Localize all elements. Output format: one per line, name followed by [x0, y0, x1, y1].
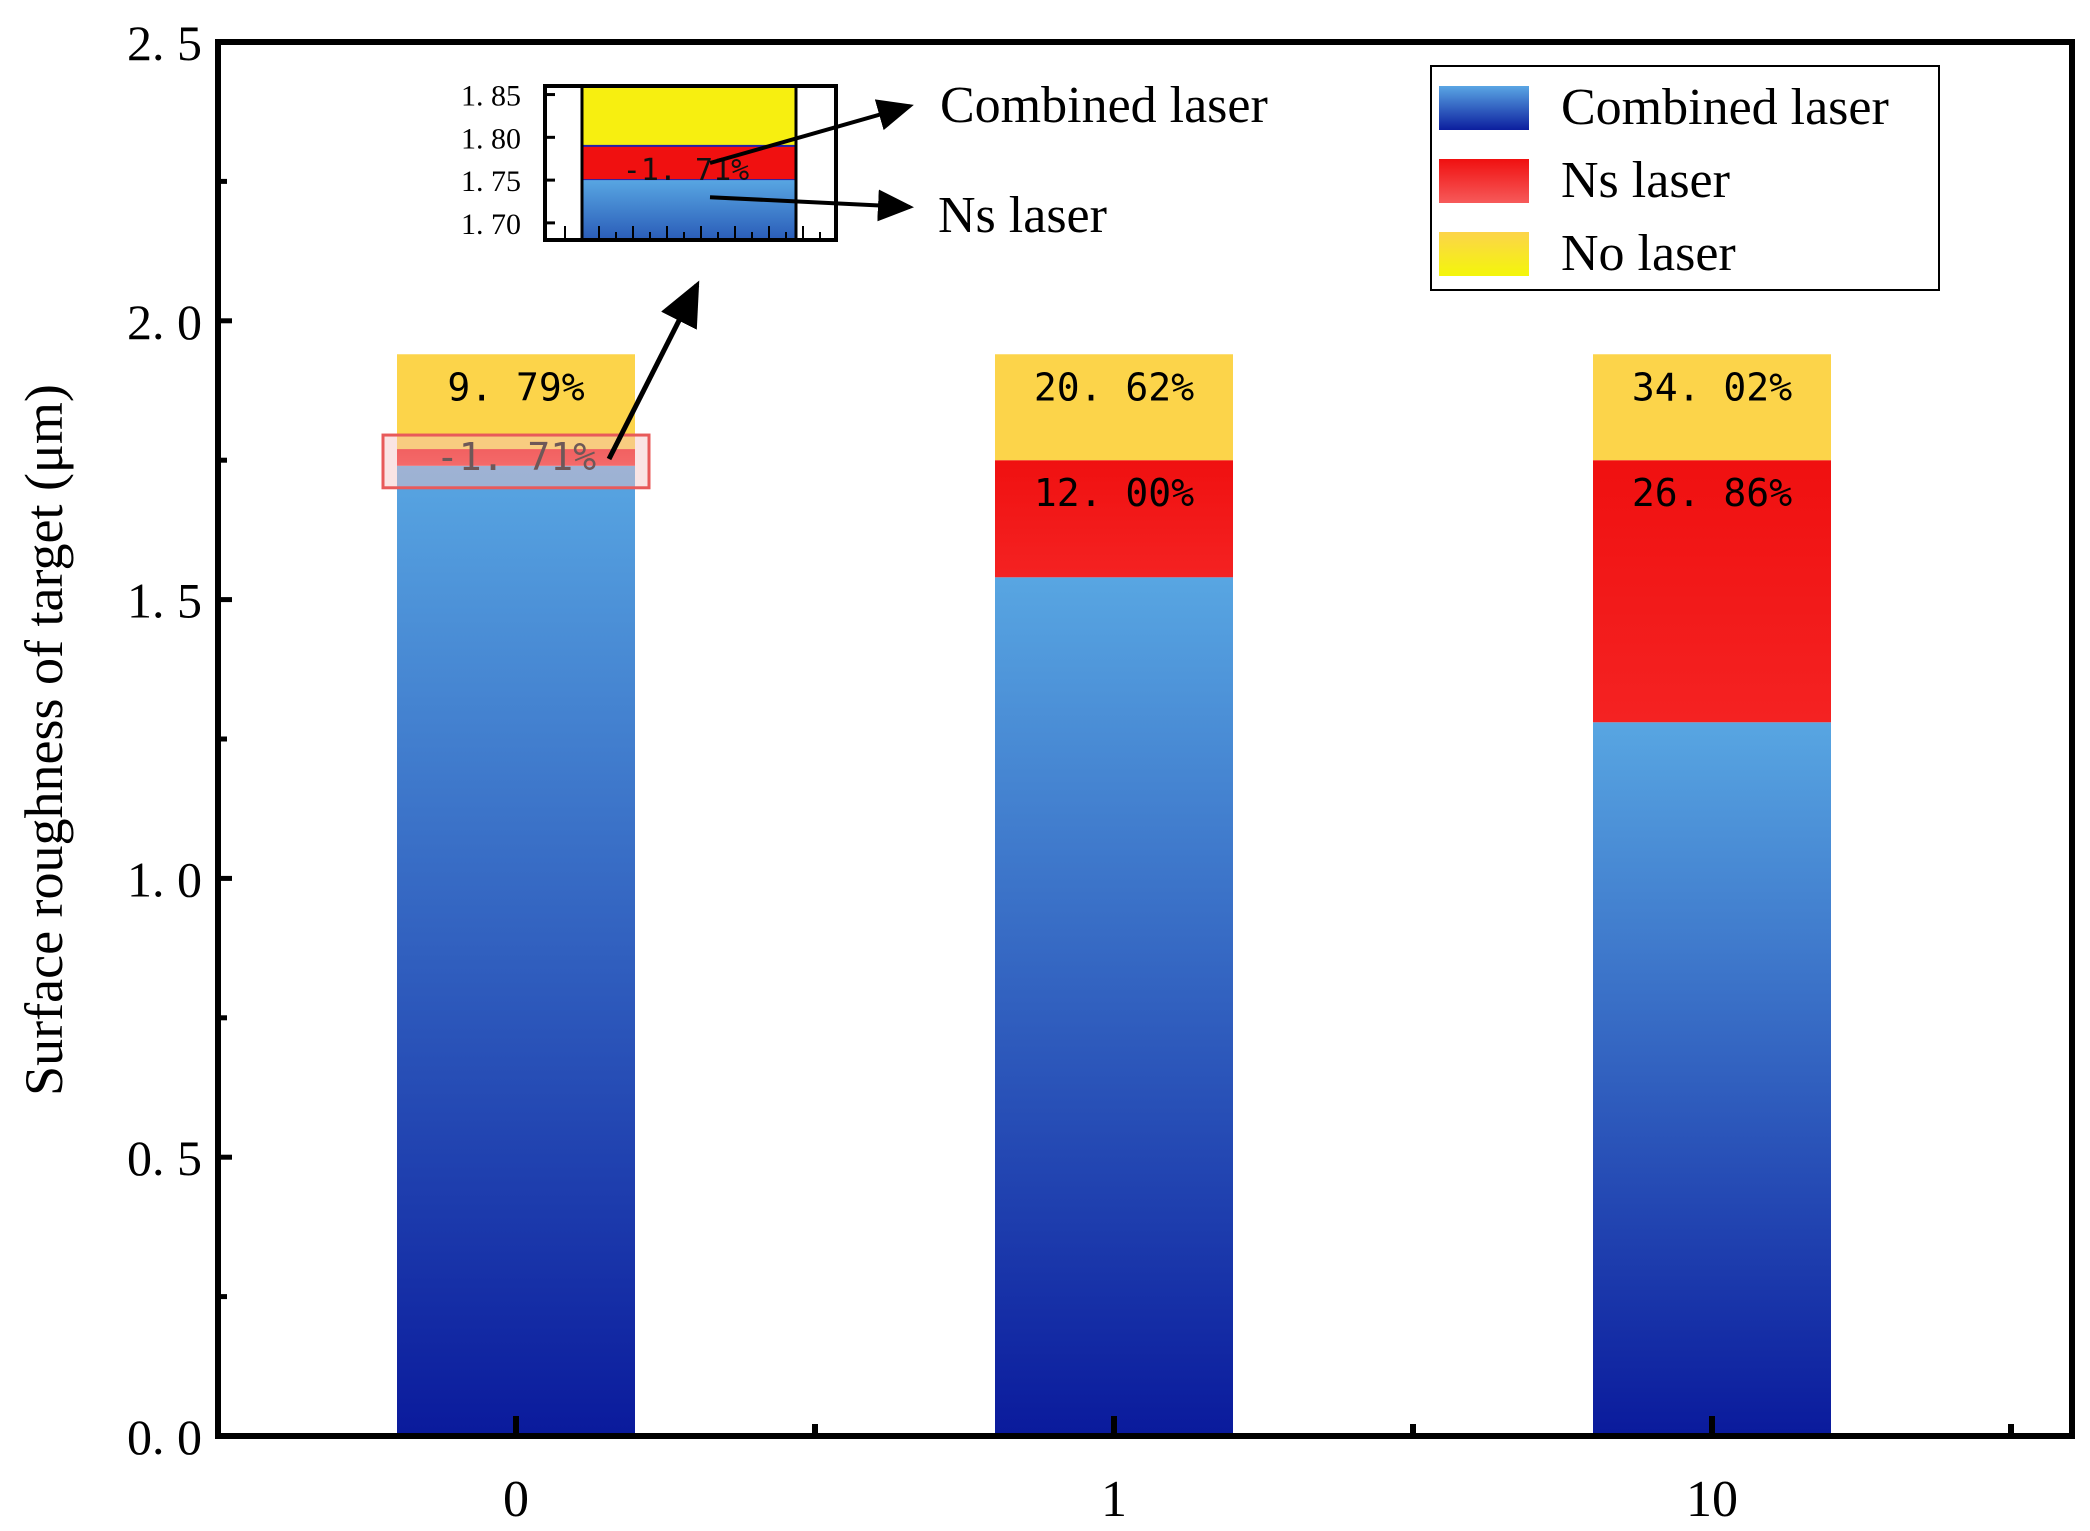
x-tick-label-1: 1	[1101, 1471, 1127, 1528]
legend-swatch-no-laser	[1439, 232, 1529, 276]
inset-y-tick-label-0: 1. 70	[461, 208, 521, 241]
x-tick-label-0: 0	[503, 1471, 529, 1528]
bar-ns-laser-0	[397, 449, 635, 466]
bar-no-laser-1	[995, 354, 1233, 461]
inset-zoom-panel: 1. 701. 751. 801. 85-1. 71%Combined lase…	[461, 77, 1268, 461]
label-no-laser-1: 20. 62%	[1034, 365, 1194, 409]
inset-y-tick-label-3: 1. 85	[461, 80, 521, 113]
zoom-highlight-box	[381, 433, 651, 490]
y-tick-label-1: 0. 5	[127, 1130, 202, 1186]
callout-ns-laser: Ns laser	[938, 187, 1107, 244]
y-tick-label-4: 2. 0	[127, 294, 202, 350]
x-axis: 0 1 10	[503, 1416, 2014, 1528]
y-tick-label-0: 0. 0	[127, 1409, 202, 1465]
y-axis: 0. 0 0. 5 1. 0 1. 5 2. 0 2. 5	[127, 15, 232, 1465]
label-no-laser-10: 34. 02%	[1632, 365, 1792, 409]
arrow-highlight-to-inset	[606, 280, 700, 461]
bar-no-laser-0	[397, 354, 635, 450]
inset-frame	[543, 84, 838, 242]
y-tick-label-2: 1. 0	[127, 851, 202, 907]
y-tick-label-5: 2. 5	[127, 15, 202, 71]
bars-layer	[397, 354, 1831, 1436]
label-ns-laser-10: 26. 86%	[1632, 471, 1792, 515]
callout-combined-laser: Combined laser	[940, 77, 1268, 134]
label-ns-laser-1: 12. 00%	[1034, 471, 1194, 515]
bar-combined-laser-0	[397, 465, 635, 1436]
label-no-laser-0: 9. 79%	[447, 365, 584, 409]
segment-labels-layer: 9. 79% -1. 71% 20. 62% 12. 00% 34. 02% 26. 86…	[436, 365, 1792, 515]
bar-ns-laser-1	[995, 460, 1233, 578]
bar-ns-laser-10	[1593, 460, 1831, 723]
legend-label-ns-laser: Ns laser	[1561, 152, 1730, 209]
arrow-to-combined-callout	[709, 99, 914, 165]
legend: Combined laser Ns laser No laser	[1430, 65, 1940, 291]
legend-label-no-laser: No laser	[1561, 225, 1736, 282]
label-ns-laser-0: -1. 71%	[436, 435, 596, 479]
bar-no-laser-10	[1593, 354, 1831, 461]
legend-label-combined-laser: Combined laser	[1561, 79, 1889, 136]
inset-y-tick-label-1: 1. 75	[461, 165, 521, 198]
inset-bar-no-laser	[582, 86, 796, 146]
y-tick-label-3: 1. 5	[127, 573, 202, 629]
x-tick-label-10: 10	[1686, 1471, 1738, 1528]
arrow-to-ns-callout	[709, 189, 914, 222]
legend-swatch-combined-laser	[1439, 86, 1529, 130]
inset-bar-ns-laser	[581, 144, 797, 182]
legend-swatch-ns-laser	[1439, 159, 1529, 203]
bar-combined-laser-10	[1593, 722, 1831, 1436]
y-axis-label: Surface roughness of target (μm)	[14, 384, 74, 1096]
inset-y-tick-label-2: 1. 80	[461, 122, 521, 155]
inset-bar-combined-laser	[582, 180, 796, 240]
bar-combined-laser-1	[995, 577, 1233, 1436]
